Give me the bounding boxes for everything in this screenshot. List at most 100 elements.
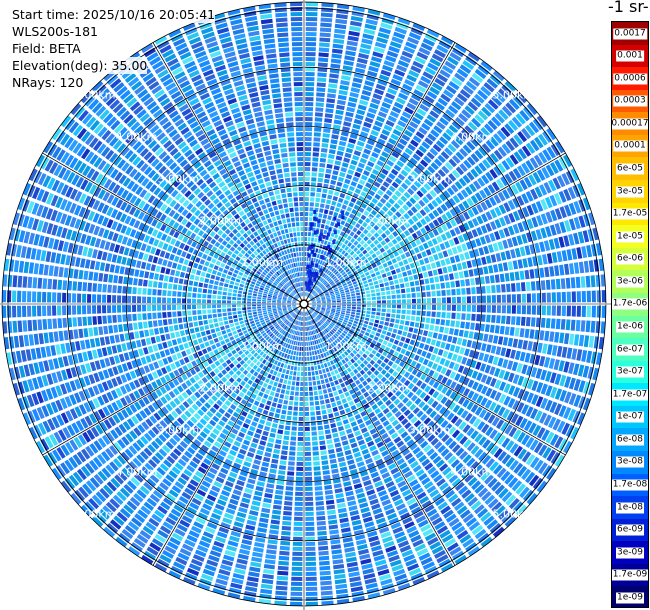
ray <box>311 258 605 304</box>
range-label: 3.00km <box>409 424 451 437</box>
colorbar-level-label: 1.7e-07 <box>612 389 648 401</box>
ray <box>310 308 565 467</box>
ray <box>227 9 303 297</box>
ray <box>182 311 302 586</box>
colorbar-level-label: 6e-08 <box>616 434 644 446</box>
range-label: 1.00km <box>325 340 367 353</box>
colorbar-level: 6e-08 <box>612 428 648 452</box>
ray <box>311 182 586 302</box>
ray <box>197 311 302 591</box>
ray <box>304 312 318 606</box>
range-label: 2.00km <box>367 382 409 395</box>
ray <box>60 115 298 300</box>
ray <box>51 308 298 480</box>
ray <box>12 306 297 396</box>
ray <box>311 243 602 303</box>
ray <box>2 304 296 334</box>
colorbar-level-label: 1.7e-06 <box>612 298 648 310</box>
ray <box>258 311 304 605</box>
range-label: 3.00km <box>158 424 200 437</box>
colorbar-level-label: 1e-05 <box>616 231 644 243</box>
ray <box>12 212 297 302</box>
range-label: 4.00km <box>451 465 493 478</box>
colorbar-level: 3e-06 <box>612 270 648 294</box>
ray <box>28 307 297 440</box>
azimuth-line <box>42 152 305 305</box>
colorbar-level: 0.0003 <box>612 89 648 113</box>
colorbar-level-label: 0.001 <box>616 50 644 62</box>
ray <box>51 128 298 300</box>
range-label: 2.00km <box>199 382 241 395</box>
colorbar-level: 1.7e-09 <box>612 563 648 587</box>
ray <box>22 182 297 302</box>
ray <box>70 309 298 505</box>
ray <box>91 309 299 528</box>
azimuth-line <box>152 303 305 566</box>
range-label: 1.00km <box>241 256 283 269</box>
ray <box>304 312 334 606</box>
ray <box>309 309 528 517</box>
ray <box>309 70 505 298</box>
colorbar-level: 6e-07 <box>612 338 648 362</box>
ray <box>274 312 304 606</box>
start-time: Start time: 2025/10/16 20:05:41 <box>12 6 216 23</box>
azimuth-line <box>152 42 305 305</box>
colorbar-level: 3e-05 <box>612 180 648 204</box>
ray <box>28 168 297 301</box>
colorbar-level-label: 1e-09 <box>616 592 644 604</box>
radar-origin <box>299 299 309 309</box>
ray <box>168 311 301 580</box>
ray <box>3 258 297 304</box>
colorbar-level-label: 6e-06 <box>616 253 644 265</box>
range-label: 3.00km <box>158 172 200 185</box>
ray <box>290 2 304 296</box>
ray <box>308 310 480 557</box>
colorbar-level: 1.7e-07 <box>612 383 648 407</box>
ray <box>103 310 299 538</box>
colorbar-level-label: 1.7e-09 <box>612 569 648 581</box>
ray <box>243 311 303 602</box>
colorbar-level-label: 3e-06 <box>616 276 644 288</box>
ray <box>168 28 301 297</box>
ray <box>307 35 454 297</box>
ray <box>258 3 304 297</box>
colorbar-level-label: 3e-09 <box>616 547 644 559</box>
ray <box>35 307 297 454</box>
ray <box>141 310 300 565</box>
ray <box>306 311 426 586</box>
ray <box>2 304 296 318</box>
ray <box>305 311 365 602</box>
range-label: 4.00km <box>116 131 158 144</box>
colorbar-level-label: 1e-06 <box>616 321 644 333</box>
colorbar-level: 0.001 <box>612 44 648 68</box>
ray <box>308 43 467 298</box>
azimuth-line <box>303 303 566 456</box>
ray <box>311 154 573 301</box>
azimuth-line <box>303 303 456 566</box>
ray <box>310 115 548 300</box>
colorbar-level: 6e-05 <box>612 157 648 181</box>
elevation: Elevation(deg): 35.00 <box>12 57 148 74</box>
nrays: NRays: 120 <box>12 74 84 91</box>
ray <box>310 141 565 300</box>
field-name: Field: BETA <box>12 40 81 57</box>
ray <box>154 311 301 573</box>
ray <box>312 274 606 304</box>
ray <box>306 311 411 591</box>
colorbar-level: 1e-05 <box>612 225 648 249</box>
colorbar-level: 3e-08 <box>612 450 648 475</box>
ray <box>311 305 602 365</box>
colorbar-level: 1e-09 <box>612 586 648 607</box>
range-label: 5.00km <box>74 507 116 520</box>
range-labels: 1.00km 1.00km 1.00km 1.00km 2.00km 2.00km 2.00… <box>74 89 534 521</box>
ray <box>311 307 573 454</box>
ray <box>35 154 297 301</box>
colorbar-level: 1e-08 <box>612 496 648 520</box>
ray <box>310 308 548 493</box>
colorbar-level-label: 3e-07 <box>616 366 644 378</box>
ray <box>227 311 303 599</box>
instrument-name: WLS200s-181 <box>12 23 98 40</box>
ray <box>311 212 596 302</box>
ray <box>2 274 296 304</box>
